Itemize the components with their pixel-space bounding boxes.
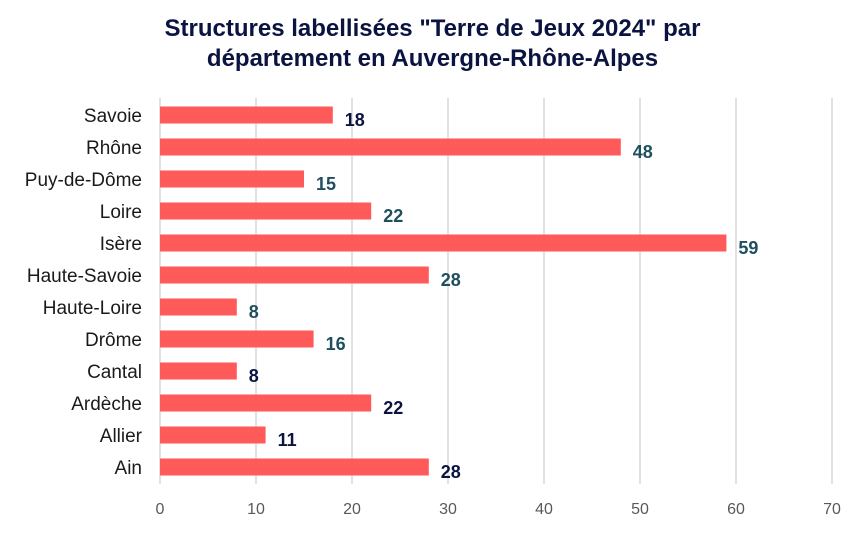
bar — [160, 202, 372, 220]
bar — [160, 170, 304, 188]
bar — [160, 298, 237, 316]
bar — [160, 106, 333, 124]
x-tick-label: 70 — [823, 501, 841, 518]
value-label: 28 — [441, 270, 461, 290]
value-label: 15 — [316, 174, 336, 194]
bar — [160, 458, 429, 476]
category-label: Cantal — [87, 362, 142, 383]
value-label: 8 — [249, 366, 259, 386]
bar — [160, 234, 727, 252]
x-tick-label: 50 — [631, 501, 649, 518]
x-tick-label: 30 — [439, 501, 457, 518]
category-label: Isère — [100, 234, 142, 255]
category-label: Haute-Savoie — [27, 266, 142, 287]
value-label: 11 — [278, 430, 297, 450]
x-tick-label: 0 — [156, 501, 165, 518]
value-label: 48 — [633, 142, 653, 162]
category-label: Ain — [115, 458, 142, 479]
category-label: Allier — [100, 426, 143, 447]
value-label: 16 — [326, 334, 346, 354]
category-label: Loire — [100, 202, 142, 223]
x-tick-label: 60 — [727, 501, 745, 518]
category-label: Rhône — [86, 138, 142, 159]
bar — [160, 266, 429, 284]
chart-title-line-1: Structures labellisées "Terre de Jeux 20… — [164, 15, 701, 42]
bar — [160, 362, 237, 380]
bar — [160, 138, 621, 156]
value-label: 22 — [383, 206, 403, 226]
x-tick-label: 10 — [247, 501, 265, 518]
x-tick-label: 20 — [343, 501, 361, 518]
value-label: 59 — [738, 238, 758, 258]
value-label: 22 — [383, 398, 403, 418]
chart-title: Structures labellisées "Terre de Jeux 20… — [0, 14, 865, 74]
value-label: 8 — [249, 302, 259, 322]
category-label: Puy-de-Dôme — [25, 170, 142, 191]
category-label: Ardèche — [71, 394, 142, 415]
category-label: Drôme — [85, 330, 142, 351]
chart-title-line-2: département en Auvergne-Rhône-Alpes — [206, 45, 659, 72]
category-label: Haute-Loire — [43, 298, 142, 319]
category-label: Savoie — [84, 106, 142, 127]
x-tick-label: 40 — [535, 501, 553, 518]
bar — [160, 394, 372, 412]
bar — [160, 330, 314, 348]
value-label: 28 — [441, 462, 461, 482]
value-label: 18 — [345, 110, 365, 130]
bar — [160, 426, 266, 444]
